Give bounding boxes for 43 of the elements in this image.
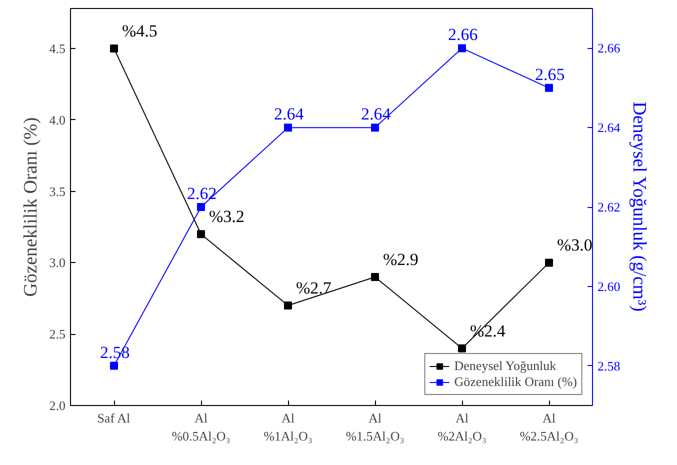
y-tick-label: 4.5 [49,40,66,56]
point [458,44,466,52]
point [458,344,466,352]
y2-tick-label: 2.60 [598,278,620,294]
x-tick-label: Al %0.5Al₂O₃ [172,410,230,444]
point [545,258,553,267]
data-label: %4.5 [122,21,158,40]
data-label: %2.9 [383,250,418,269]
point [284,302,292,310]
point [371,124,379,132]
x-tick-label: Al %1.5Al₂O₃ [346,410,404,444]
data-label: 2.64 [274,104,304,124]
x-tick-label: Al %2Al₂O₃ [438,410,486,444]
y-tick-label: 3.5 [49,184,66,199]
x-tick-label: Al %2.5Al₂O₃ [520,410,578,444]
data-label: 2.62 [187,184,217,203]
y-axis-title: Gözeneklilik Oranı (%) [20,117,42,297]
data-label: %2.7 [296,278,332,298]
x-tick-label: Al %1Al₂O₃ [264,410,312,444]
point [110,44,118,52]
y2-tick-label: 2.62 [598,200,620,214]
data-label: 2.64 [361,104,392,124]
y-tick-label: 4.0 [49,112,66,128]
y-tick-label: 2.5 [49,326,66,342]
y-tick-label: 3.0 [49,255,66,270]
x-tick-label: Saf Al [97,410,130,426]
y2-tick-label: 2.66 [598,40,621,56]
y-tick-label: 2.0 [49,398,66,413]
y2-tick-label: 2.58 [598,358,620,374]
data-label: 2.65 [535,64,565,84]
point [371,272,379,281]
legend-label: Deneysel Yoğunluk [454,358,556,374]
legend-label: Gözeneklilik Oranı (%) [454,374,577,390]
y2-tick-label: 2.64 [598,120,621,136]
point [110,362,118,370]
y2-axis-title: Deneysel Yoğunluk (g/cm³) [628,102,650,312]
point [197,203,205,211]
data-label: %3.2 [209,207,244,226]
point [545,84,553,92]
point [197,230,205,238]
data-label: %3.0 [557,236,592,255]
point [284,124,292,132]
data-label: 2.66 [448,25,478,44]
